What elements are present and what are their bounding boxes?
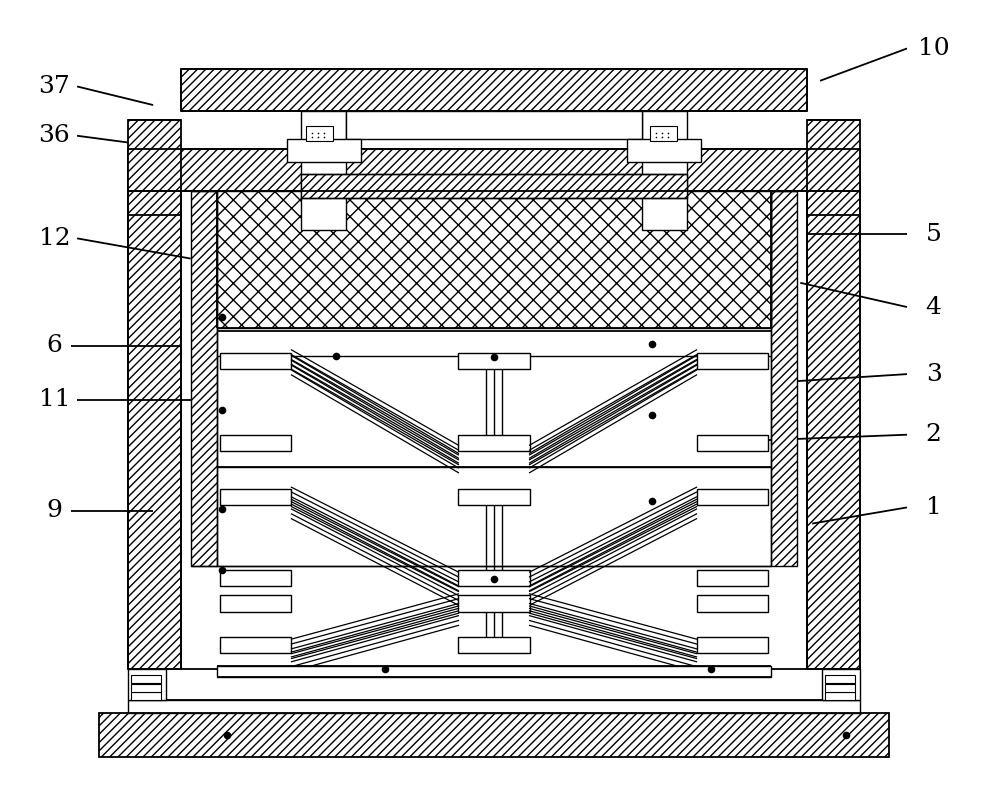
Text: 37: 37 bbox=[39, 75, 70, 98]
Bar bbox=[458, 489, 530, 505]
Bar bbox=[458, 435, 530, 451]
Text: 12: 12 bbox=[39, 227, 70, 250]
Bar bbox=[131, 692, 161, 700]
Text: 11: 11 bbox=[39, 389, 70, 411]
Bar bbox=[650, 126, 677, 141]
Bar bbox=[825, 692, 855, 700]
Bar bbox=[301, 111, 346, 230]
Bar bbox=[697, 353, 768, 369]
Text: 3: 3 bbox=[926, 363, 942, 385]
Bar bbox=[128, 700, 860, 713]
Bar bbox=[807, 191, 860, 669]
Text: 4: 4 bbox=[926, 296, 942, 318]
Text: 6: 6 bbox=[46, 335, 62, 357]
Bar bbox=[301, 174, 687, 198]
Text: 9: 9 bbox=[46, 499, 62, 522]
Bar bbox=[128, 669, 166, 700]
Bar bbox=[220, 595, 291, 612]
Bar bbox=[458, 570, 530, 586]
Text: 36: 36 bbox=[39, 124, 70, 147]
Bar bbox=[99, 713, 889, 757]
Bar bbox=[346, 111, 642, 139]
Bar bbox=[697, 595, 768, 612]
Bar bbox=[220, 637, 291, 653]
Bar bbox=[128, 191, 181, 669]
Bar bbox=[191, 191, 217, 566]
Bar bbox=[807, 120, 860, 191]
Bar bbox=[697, 435, 768, 451]
Bar bbox=[458, 595, 530, 612]
Text: 2: 2 bbox=[926, 423, 942, 446]
Bar bbox=[825, 675, 855, 683]
Bar bbox=[220, 435, 291, 451]
Bar bbox=[220, 489, 291, 505]
Text: 10: 10 bbox=[918, 37, 949, 60]
Bar bbox=[287, 139, 361, 162]
Bar bbox=[822, 669, 860, 700]
Bar bbox=[220, 353, 291, 369]
Bar bbox=[627, 139, 701, 162]
Bar bbox=[697, 637, 768, 653]
Bar bbox=[131, 684, 161, 692]
Bar bbox=[217, 666, 771, 677]
Text: 5: 5 bbox=[926, 223, 942, 246]
Bar bbox=[128, 149, 860, 191]
Bar bbox=[771, 191, 797, 566]
Bar bbox=[458, 353, 530, 369]
Bar bbox=[458, 637, 530, 653]
Bar bbox=[181, 69, 807, 111]
Bar bbox=[220, 570, 291, 586]
Bar bbox=[217, 191, 771, 328]
Bar bbox=[642, 111, 687, 230]
Bar bbox=[128, 120, 181, 191]
Text: 1: 1 bbox=[926, 496, 942, 519]
Bar bbox=[825, 684, 855, 692]
Bar bbox=[131, 675, 161, 683]
Bar bbox=[306, 126, 333, 141]
Bar bbox=[697, 489, 768, 505]
Bar bbox=[697, 570, 768, 586]
